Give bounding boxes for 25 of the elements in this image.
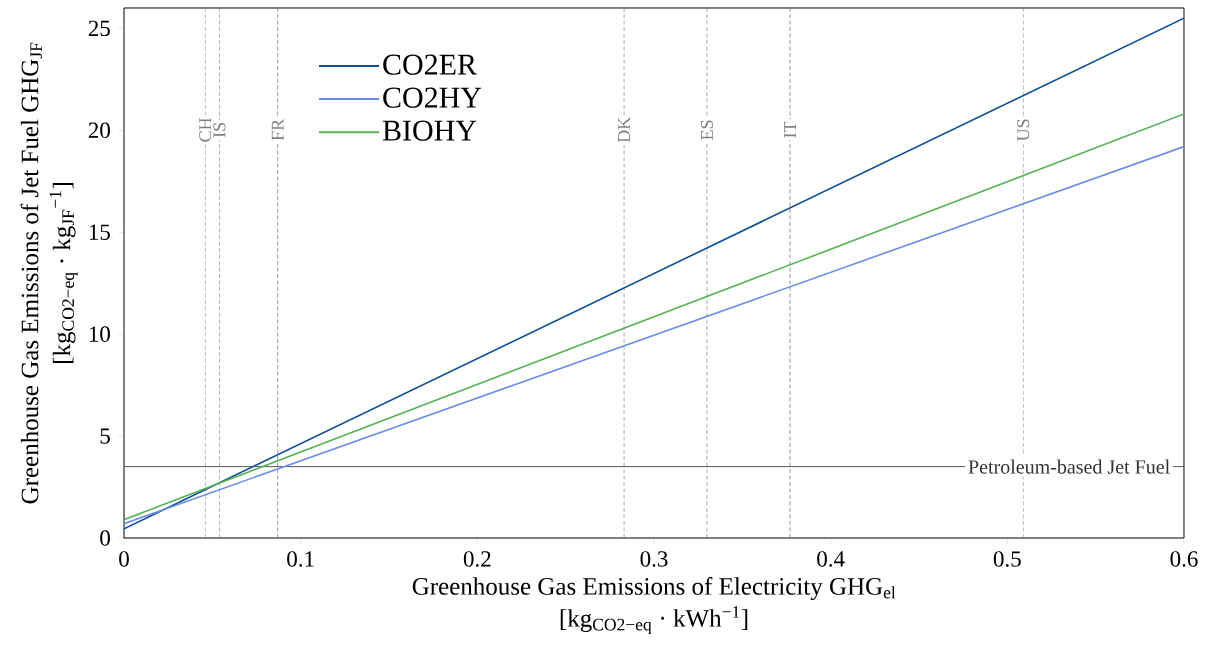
y-tick-label: 15 — [89, 224, 110, 240]
ref-line-label: Petroleum-based Jet Fuel — [968, 459, 1170, 474]
y-tick-label: 5 — [100, 428, 110, 444]
ref-line-label: DK — [618, 117, 630, 143]
text: Greenhouse Gas Emissions of Electricity GHG$_{el}$ [kg$_{CO2−eq}$ · kWh$^{−1}$] — [412, 577, 896, 635]
ref-line-label: US — [1017, 119, 1030, 142]
y-tick-label: 0 — [100, 530, 110, 546]
x-tick-label: 0.1 — [287, 551, 314, 567]
ref-line-label: CH — [199, 117, 212, 142]
x-tick-label: 0.5 — [993, 551, 1021, 567]
ref-line-label: IT — [784, 121, 796, 138]
ref-line-label: FR — [271, 118, 284, 141]
x-tick-label: 0.6 — [1170, 551, 1198, 567]
x-tick-label: 0.4 — [817, 551, 845, 567]
y-tick-label: 20 — [88, 122, 110, 139]
ref-line-label: ES — [700, 120, 714, 140]
y-tick-label: 25 — [88, 20, 110, 37]
x-tick-label: 0 — [119, 551, 129, 567]
ref-line-label: IS — [213, 123, 226, 138]
x-tick-label: 0.3 — [640, 551, 668, 567]
legend-label: BIOHY — [382, 120, 477, 141]
y-tick-label: 10 — [89, 326, 110, 342]
x-tick-label: 0.2 — [463, 551, 491, 567]
legend-label: CO2HY — [383, 87, 482, 108]
legend-label: CO2ER — [383, 54, 477, 75]
